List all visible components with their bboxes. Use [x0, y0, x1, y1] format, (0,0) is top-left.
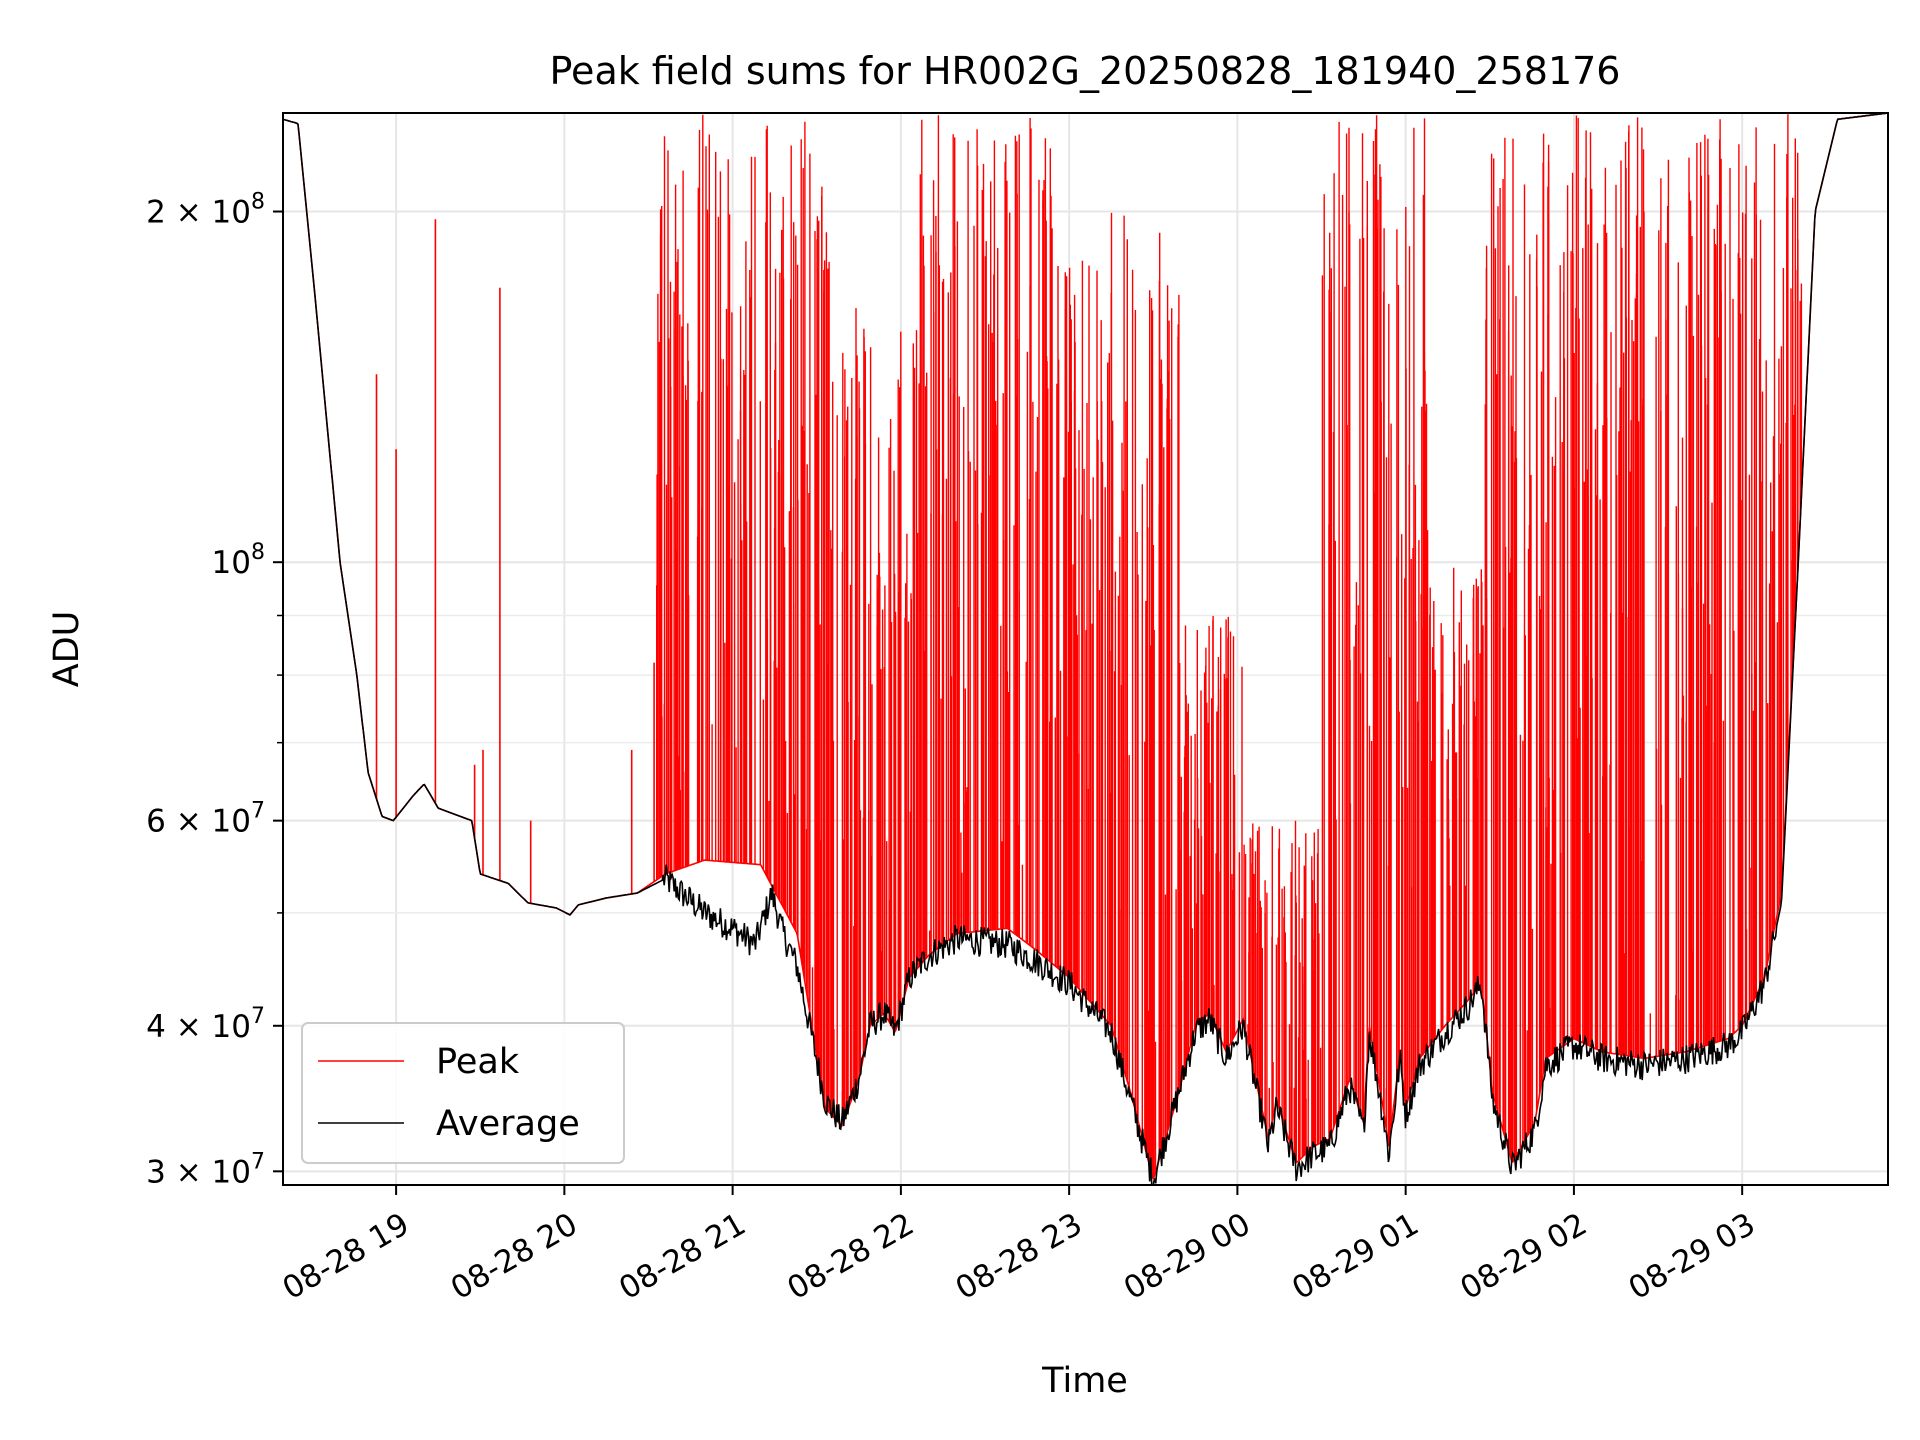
y-axis: 3 × 107 4 × 107 6 × 107 108 2 × 108: [146, 190, 283, 1190]
chart-legend: Peak Average: [301, 1022, 625, 1164]
y-tick-label: 4 × 107: [146, 1004, 265, 1045]
legend-box: [301, 1022, 625, 1164]
average-series-line: [283, 113, 1888, 1185]
y-axis-label: ADU: [47, 611, 87, 688]
y-tick-label: 108: [212, 540, 265, 581]
chart-title: Peak field sums for HR002G_20250828_1819…: [550, 49, 1621, 93]
plot-area: [283, 113, 1888, 1185]
plot-frame: [282, 112, 1889, 1186]
x-axis-label: Time: [1041, 1361, 1128, 1401]
legend-peak-label: Peak: [436, 1042, 520, 1082]
legend-average-label: Average: [436, 1104, 580, 1144]
y-tick-label: 2 × 108: [146, 190, 265, 231]
y-tick-label: 6 × 107: [146, 799, 265, 840]
y-tick-label: 3 × 107: [146, 1149, 265, 1190]
peak-spikes: [375, 114, 1803, 1180]
